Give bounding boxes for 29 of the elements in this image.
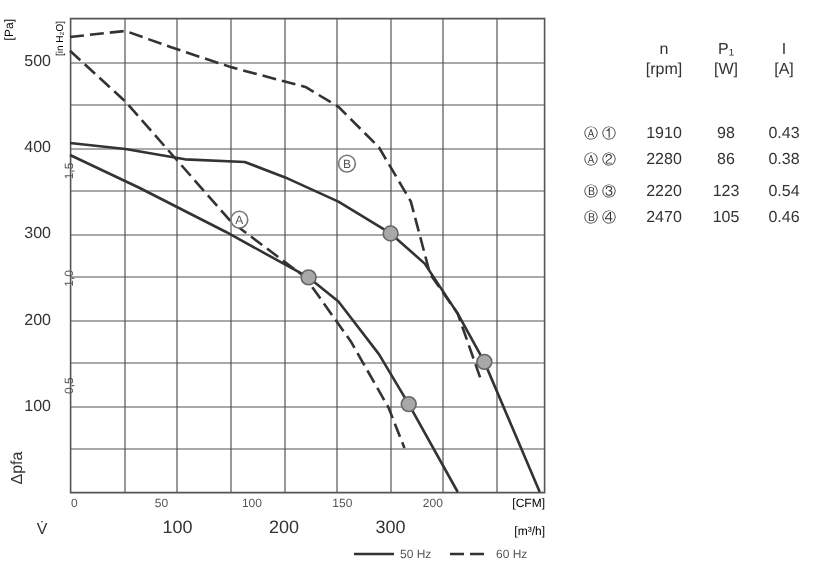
- text: 0.54: [768, 182, 800, 200]
- text: 2280: [646, 150, 682, 168]
- y-tick-label: 100: [24, 396, 53, 415]
- y-tick-label: 200: [24, 310, 53, 329]
- category-label: I [A]: [774, 40, 794, 78]
- text: 0.38: [768, 150, 800, 168]
- text: 105: [712, 208, 740, 226]
- point: [476, 353, 493, 371]
- text: 1910: [646, 124, 682, 142]
- text: 0.46: [768, 208, 800, 226]
- text: 98: [717, 124, 735, 142]
- x-tick-label: 300: [375, 517, 406, 537]
- x-tick-label: 100: [162, 517, 193, 537]
- text: 0.43: [768, 124, 800, 142]
- text: Δpfa: [8, 450, 26, 485]
- category-label: n [rpm]: [645, 40, 683, 78]
- point: [300, 269, 317, 286]
- point: [382, 225, 399, 242]
- y-tick-label: 300: [24, 224, 53, 243]
- text: V̇: [36, 519, 49, 538]
- x-tick-label: 200: [269, 517, 300, 537]
- text: 86: [717, 150, 735, 168]
- point: [400, 395, 417, 413]
- y-tick-label: 500: [24, 52, 53, 71]
- category-label: P₁ [W]: [714, 40, 738, 78]
- text: 2220: [646, 182, 682, 200]
- text: 2470: [646, 208, 682, 226]
- y-tick-label: 400: [24, 138, 53, 157]
- text: 123: [712, 182, 740, 200]
